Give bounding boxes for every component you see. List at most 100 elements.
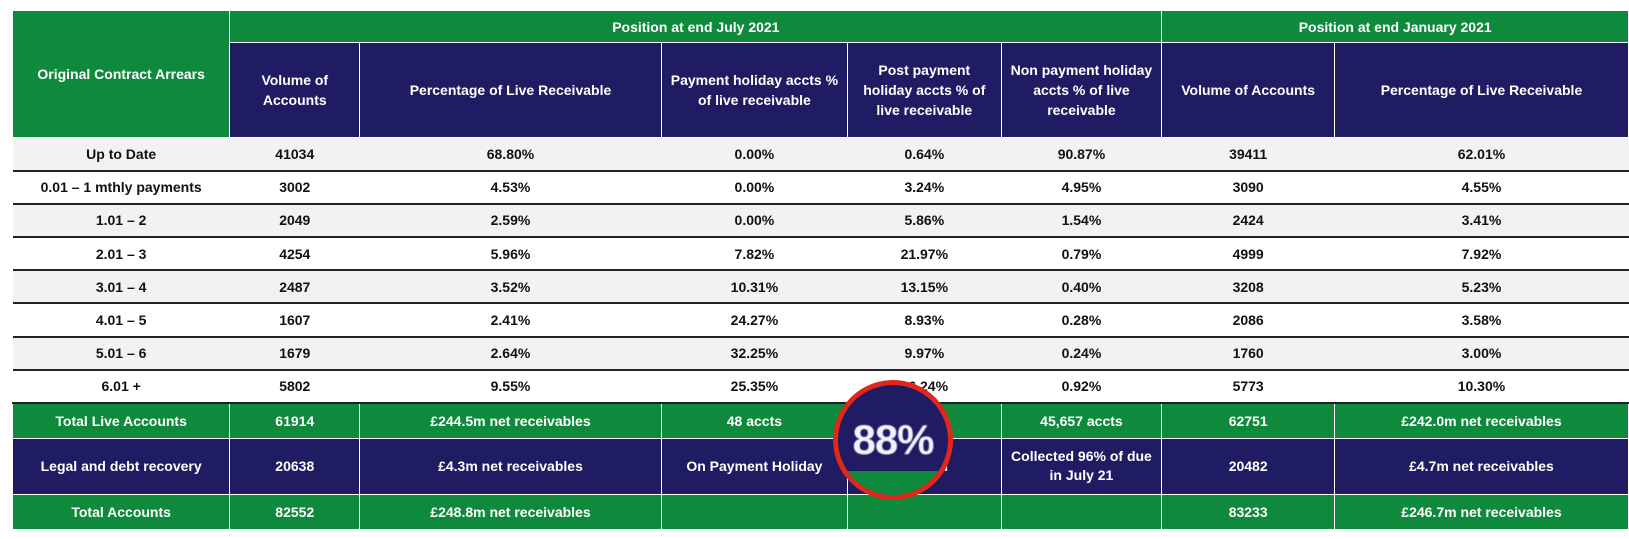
legal-payment-holiday: On Payment Holiday: [660, 437, 849, 495]
legal-receivables-july: £4.3m net receivables: [359, 437, 662, 495]
total-live-payment-holiday: 48 accts: [660, 402, 849, 439]
total-accounts-label: Total Accounts: [11, 493, 231, 531]
percentage-july: 5.96%: [359, 237, 662, 272]
arrears-band: 4.01 – 5: [12, 303, 230, 338]
post-payment-holiday-pct: 8.93%: [847, 303, 1001, 338]
volume-january: 3208: [1161, 270, 1335, 305]
legal-volume-july: 20638: [229, 437, 361, 495]
total-live-volume-january: 62751: [1161, 402, 1335, 439]
percentage-january: 4.55%: [1334, 170, 1629, 205]
arrears-band: 3.01 – 4: [12, 270, 230, 305]
table-row: 5.01 – 6 1679 2.64% 32.25% 9.97% 0.24% 1760 3.0…: [12, 336, 1629, 371]
legal-debt-recovery-row: Legal and debt recovery 20638 £4.3m net …: [11, 437, 1629, 495]
non-payment-holiday-pct: 4.95%: [1001, 170, 1162, 205]
magnified-percentage-badge: 88%: [833, 380, 953, 500]
table-row: 1.01 – 2 2049 2.59% 0.00% 5.86% 1.54% 2424 3.41…: [12, 203, 1629, 239]
non-payment-holiday-pct: 0.24%: [1001, 336, 1162, 371]
volume-january: 5773: [1161, 369, 1335, 405]
post-payment-holiday-pct: 9.97%: [847, 336, 1001, 371]
header-group-january-2021: Position at end January 2021: [1161, 10, 1629, 43]
non-payment-holiday-pct: 90.87%: [1001, 137, 1162, 172]
arrears-band: Up to Date: [12, 137, 230, 172]
volume-july: 2487: [229, 270, 360, 305]
non-payment-holiday-pct: 1.54%: [1001, 203, 1162, 239]
arrears-band: 5.01 – 6: [12, 336, 230, 371]
header-original-contract-arrears: Original Contract Arrears: [11, 10, 231, 138]
percentage-january: 5.23%: [1334, 270, 1629, 305]
table-row: 4.01 – 5 1607 2.41% 24.27% 8.93% 0.28% 2086 3.5…: [12, 303, 1629, 338]
percentage-july: 4.53%: [359, 170, 662, 205]
arrears-table: Original Contract Arrears Position at en…: [11, 10, 1629, 531]
volume-january: 39411: [1161, 137, 1335, 172]
volume-july: 4254: [229, 237, 360, 272]
header-percentage-july: Percentage of Live Receivable: [359, 42, 662, 138]
percentage-july: 2.64%: [359, 336, 662, 371]
volume-january: 2086: [1161, 303, 1335, 338]
header-post-payment-holiday: Post payment holiday accts % of live rec…: [847, 42, 1002, 138]
percentage-july: 68.80%: [359, 137, 662, 172]
percentage-january: 62.01%: [1334, 137, 1629, 172]
volume-july: 3002: [229, 170, 360, 205]
volume-january: 3090: [1161, 170, 1335, 205]
total-accounts-payment-holiday: [660, 493, 849, 531]
arrears-band: 0.01 – 1 mthly payments: [12, 170, 230, 205]
total-live-accounts-row: Total Live Accounts 61914 £244.5m net re…: [11, 402, 1629, 439]
non-payment-holiday-pct: 0.79%: [1001, 237, 1162, 272]
total-live-receivables-january: £242.0m net receivables: [1333, 402, 1629, 439]
arrears-band: 6.01 +: [12, 369, 230, 405]
percentage-july: 9.55%: [359, 369, 662, 405]
post-payment-holiday-pct: 13.15%: [847, 270, 1001, 305]
payment-holiday-pct: 0.00%: [661, 203, 848, 239]
total-live-receivables-july: £244.5m net receivables: [359, 402, 662, 439]
total-accounts-receivables-january: £246.7m net receivables: [1333, 493, 1629, 531]
total-accounts-volume-january: 83233: [1161, 493, 1335, 531]
legal-collected-note: Collected 96% of due in July 21: [1000, 437, 1163, 495]
volume-july: 41034: [229, 137, 360, 172]
percentage-january: 7.92%: [1334, 237, 1629, 272]
payment-holiday-pct: 0.00%: [661, 170, 848, 205]
total-live-non-payment-holiday: 45,657 accts: [1000, 402, 1163, 439]
percentage-january: 3.00%: [1334, 336, 1629, 371]
payment-holiday-pct: 32.25%: [661, 336, 848, 371]
legal-label: Legal and debt recovery: [11, 437, 231, 495]
volume-january: 1760: [1161, 336, 1335, 371]
badge-lower-band: [838, 471, 948, 495]
total-accounts-volume-july: 82552: [229, 493, 361, 531]
non-payment-holiday-pct: 0.92%: [1001, 369, 1162, 405]
volume-july: 5802: [229, 369, 360, 405]
percentage-january: 3.41%: [1334, 203, 1629, 239]
payment-holiday-pct: 0.00%: [661, 137, 848, 172]
table-row: Up to Date 41034 68.80% 0.00% 0.64% 90.87% 394…: [12, 137, 1629, 172]
payment-holiday-pct: 10.31%: [661, 270, 848, 305]
total-accounts-row: Total Accounts 82552 £248.8m net receiva…: [11, 493, 1629, 531]
header-group-july-2021: Position at end July 2021: [229, 10, 1163, 43]
percentage-january: 10.30%: [1334, 369, 1629, 405]
volume-january: 2424: [1161, 203, 1335, 239]
total-live-label: Total Live Accounts: [11, 402, 231, 439]
post-payment-holiday-pct: 0.64%: [847, 137, 1001, 172]
header-volume-january: Volume of Accounts: [1161, 42, 1335, 138]
header-payment-holiday: Payment holiday accts % of live receivab…: [660, 42, 849, 138]
post-payment-holiday-pct: 5.86%: [847, 203, 1001, 239]
percentage-july: 2.59%: [359, 203, 662, 239]
arrears-band: 1.01 – 2: [12, 203, 230, 239]
volume-january: 4999: [1161, 237, 1335, 272]
total-accounts-non-payment-holiday: [1000, 493, 1163, 531]
payment-holiday-pct: 7.82%: [661, 237, 848, 272]
header-non-payment-holiday: Non payment holiday accts % of live rece…: [1000, 42, 1163, 138]
table-row: 2.01 – 3 4254 5.96% 7.82% 21.97% 0.79% 4999 7.9…: [12, 237, 1629, 272]
payment-holiday-pct: 24.27%: [661, 303, 848, 338]
percentage-july: 2.41%: [359, 303, 662, 338]
post-payment-holiday-pct: 21.97%: [847, 237, 1001, 272]
volume-july: 2049: [229, 203, 360, 239]
total-accounts-receivables-july: £248.8m net receivables: [359, 493, 662, 531]
legal-receivables-january: £4.7m net receivables: [1333, 437, 1629, 495]
table-row: 0.01 – 1 mthly payments 3002 4.53% 0.00% 3.2…: [12, 170, 1629, 205]
volume-july: 1679: [229, 336, 360, 371]
percentage-january: 3.58%: [1334, 303, 1629, 338]
header-volume-july: Volume of Accounts: [229, 42, 361, 138]
non-payment-holiday-pct: 0.40%: [1001, 270, 1162, 305]
total-accounts-post-payment-holiday: [847, 493, 1002, 531]
badge-percentage-text: 88%: [852, 416, 934, 463]
payment-holiday-pct: 25.35%: [661, 369, 848, 405]
